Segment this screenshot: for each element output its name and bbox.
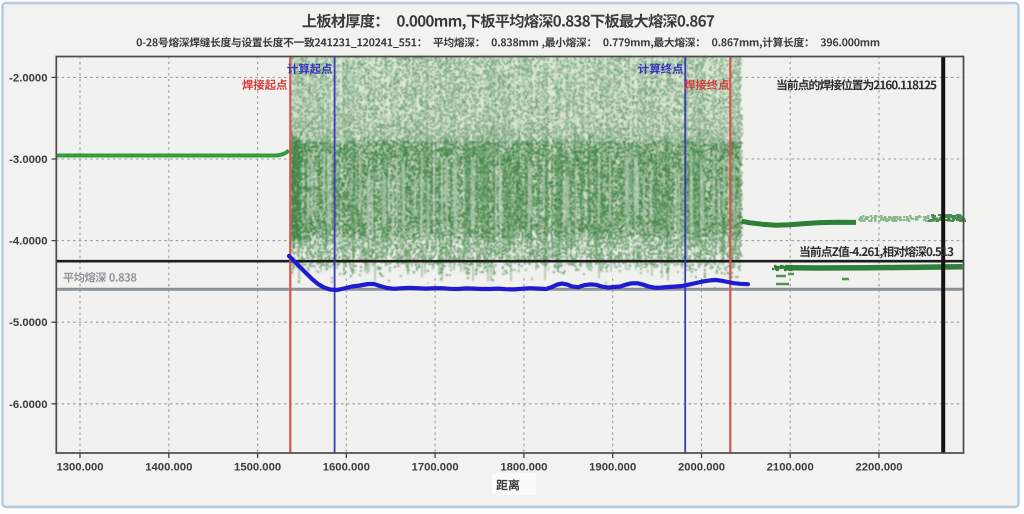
svg-text:-5.0000: -5.0000 bbox=[9, 317, 47, 329]
svg-text:1600.000: 1600.000 bbox=[323, 462, 370, 474]
svg-text:-6.0000: -6.0000 bbox=[9, 399, 47, 411]
svg-text:1400.000: 1400.000 bbox=[145, 462, 192, 474]
svg-text:-4.0000: -4.0000 bbox=[9, 236, 47, 248]
svg-text:-3.0000: -3.0000 bbox=[9, 154, 47, 166]
svg-text:2200.000: 2200.000 bbox=[855, 462, 902, 474]
svg-text:1500.000: 1500.000 bbox=[234, 462, 281, 474]
svg-text:1800.000: 1800.000 bbox=[500, 462, 547, 474]
svg-text:2100.000: 2100.000 bbox=[767, 462, 814, 474]
svg-text:1900.000: 1900.000 bbox=[589, 462, 636, 474]
svg-text:-2.0000: -2.0000 bbox=[9, 72, 47, 84]
svg-text:1700.000: 1700.000 bbox=[412, 462, 459, 474]
svg-text:1300.000: 1300.000 bbox=[56, 462, 103, 474]
svg-text:2000.000: 2000.000 bbox=[678, 462, 725, 474]
